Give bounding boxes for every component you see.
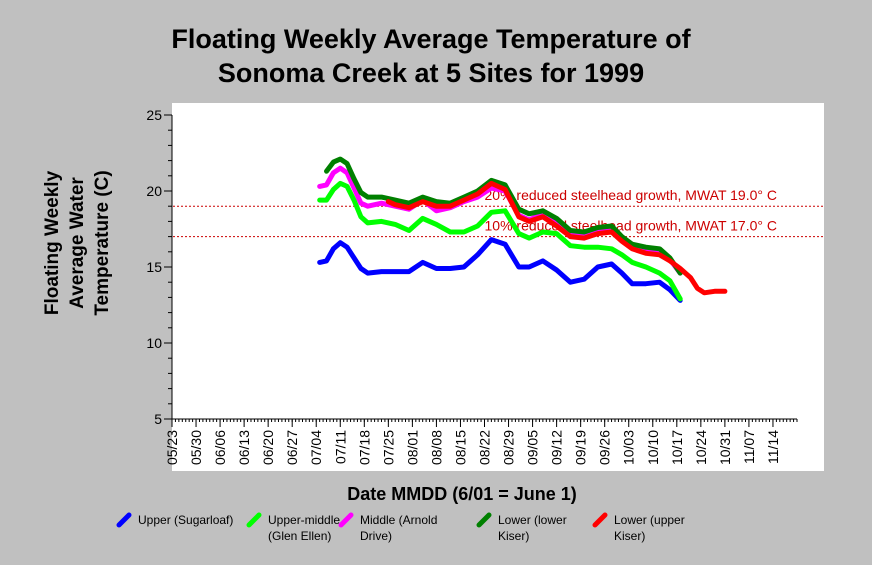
legend-label: Upper-middle (Glen Ellen) — [268, 513, 341, 543]
x-tick-label: 10/31 — [717, 430, 733, 465]
legend-label: Upper (Sugarloaf) — [138, 513, 234, 527]
y-axis-label-line: Temperature (C) — [92, 170, 113, 315]
legend-swatch — [116, 512, 132, 528]
x-tick-label: 09/12 — [549, 430, 565, 465]
legend-label: Lower (upper Kiser) — [614, 513, 685, 543]
x-tick-label: 06/06 — [212, 430, 228, 465]
legend: Upper (Sugarloaf) Upper-middle (Glen Elle… — [0, 512, 872, 552]
y-tick-label: 25 — [146, 107, 162, 123]
reference-line-label: 20% reduced steelhead growth, MWAT 19.0°… — [485, 187, 778, 203]
x-tick-label: 07/25 — [380, 430, 396, 465]
series-line — [385, 180, 728, 296]
x-tick-label: 07/04 — [308, 430, 324, 465]
x-tick-label: 08/29 — [501, 430, 517, 465]
chart-title-line-2: Sonoma Creek at 5 Sites for 1999 — [217, 58, 645, 88]
x-tick-label: 05/23 — [164, 430, 180, 465]
x-tick-label: 09/19 — [573, 430, 589, 465]
x-tick-label: 10/03 — [621, 430, 637, 465]
x-tick-label: 08/01 — [404, 430, 420, 465]
y-axis-label-line: Average Water — [67, 177, 88, 309]
x-tick-label: 07/11 — [332, 430, 348, 464]
x-axis-label: Date MMDD (6/01 = June 1) — [347, 484, 577, 504]
legend-swatch — [246, 512, 262, 528]
axes: 5 10 15 20 25 05/23 05/30 06/06 06/13 06/20 06/27 0… — [146, 107, 798, 465]
x-tick-label: 09/26 — [597, 430, 613, 465]
legend-swatch — [476, 512, 492, 528]
data-series — [317, 156, 728, 303]
chart-title-line-1: Floating Weekly Average Temperature of — [171, 24, 691, 54]
y-tick-label: 5 — [154, 411, 162, 427]
x-tick-label: 08/22 — [477, 430, 493, 465]
series-line — [317, 180, 683, 302]
legend-swatch — [338, 512, 354, 528]
x-tick-label: 09/05 — [525, 430, 541, 465]
legend-label: Middle (Arnold Drive) — [360, 513, 438, 543]
x-tick-label: 05/30 — [188, 430, 204, 465]
x-tick-label: 10/17 — [669, 430, 685, 465]
x-tick-label: 06/13 — [236, 430, 252, 465]
legend-swatch — [592, 512, 608, 528]
x-tick-label: 06/27 — [284, 430, 300, 465]
plot-area — [172, 103, 824, 471]
y-tick-label: 20 — [146, 183, 162, 199]
series-line — [324, 156, 683, 276]
y-tick-label: 15 — [146, 259, 162, 275]
x-tick-label: 11/14 — [765, 430, 781, 464]
y-tick-label: 10 — [146, 335, 162, 351]
legend-label: Lower (lower Kiser) — [498, 513, 567, 543]
x-tick-label: 08/08 — [428, 430, 444, 465]
y-axis-label: Floating Weekly Average Water Temperature … — [42, 170, 113, 315]
x-tick-label: 07/18 — [356, 430, 372, 465]
x-tick-label: 11/07 — [741, 430, 757, 464]
chart-title: Floating Weekly Average Temperature of S… — [0, 22, 862, 90]
x-tick-label: 06/20 — [260, 430, 276, 465]
series-line — [317, 237, 683, 303]
y-axis-label-line: Floating Weekly — [42, 170, 63, 315]
x-tick-label: 10/10 — [645, 430, 661, 465]
x-tick-label: 08/15 — [452, 430, 468, 465]
x-tick-label: 10/24 — [693, 430, 709, 465]
